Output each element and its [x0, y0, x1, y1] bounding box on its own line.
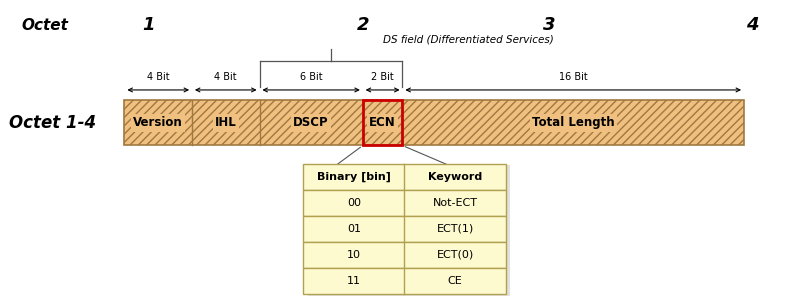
Bar [303, 190, 506, 216]
Bar [308, 165, 511, 296]
Text: ECT(1): ECT(1) [437, 224, 473, 234]
Text: 4 Bit: 4 Bit [147, 72, 170, 82]
Text: Octet: Octet [22, 18, 69, 33]
Text: 2 Bit: 2 Bit [371, 72, 394, 82]
Text: 10: 10 [347, 250, 361, 260]
Text: Total Length: Total Length [532, 116, 614, 129]
Text: 11: 11 [347, 276, 361, 286]
Text: Not-ECT: Not-ECT [433, 198, 477, 208]
Text: 00: 00 [347, 198, 361, 208]
Bar [363, 101, 402, 145]
Bar [303, 242, 506, 268]
Text: 6 Bit: 6 Bit [300, 72, 323, 82]
Text: DSCP: DSCP [293, 116, 329, 129]
Text: ECN: ECN [369, 116, 396, 129]
Text: 4 Bit: 4 Bit [214, 72, 237, 82]
Text: Octet 1-4: Octet 1-4 [10, 114, 96, 132]
Text: Version: Version [133, 116, 183, 129]
Text: 01: 01 [347, 224, 361, 234]
Text: IHL: IHL [215, 116, 237, 129]
Text: Binary [bin]: Binary [bin] [317, 171, 391, 182]
Text: ECT(0): ECT(0) [437, 250, 473, 260]
Bar [124, 101, 744, 145]
Text: 3: 3 [543, 16, 556, 35]
Bar [303, 164, 506, 190]
Bar [303, 268, 506, 294]
Text: DS field (Differentiated Services): DS field (Differentiated Services) [383, 35, 553, 45]
Text: 2: 2 [356, 16, 369, 35]
Text: Keyword: Keyword [428, 171, 482, 181]
Text: 16 Bit: 16 Bit [559, 72, 587, 82]
Bar [303, 216, 506, 242]
Text: CE: CE [448, 276, 462, 286]
Text: 4: 4 [746, 16, 758, 35]
Text: 1: 1 [142, 16, 155, 35]
